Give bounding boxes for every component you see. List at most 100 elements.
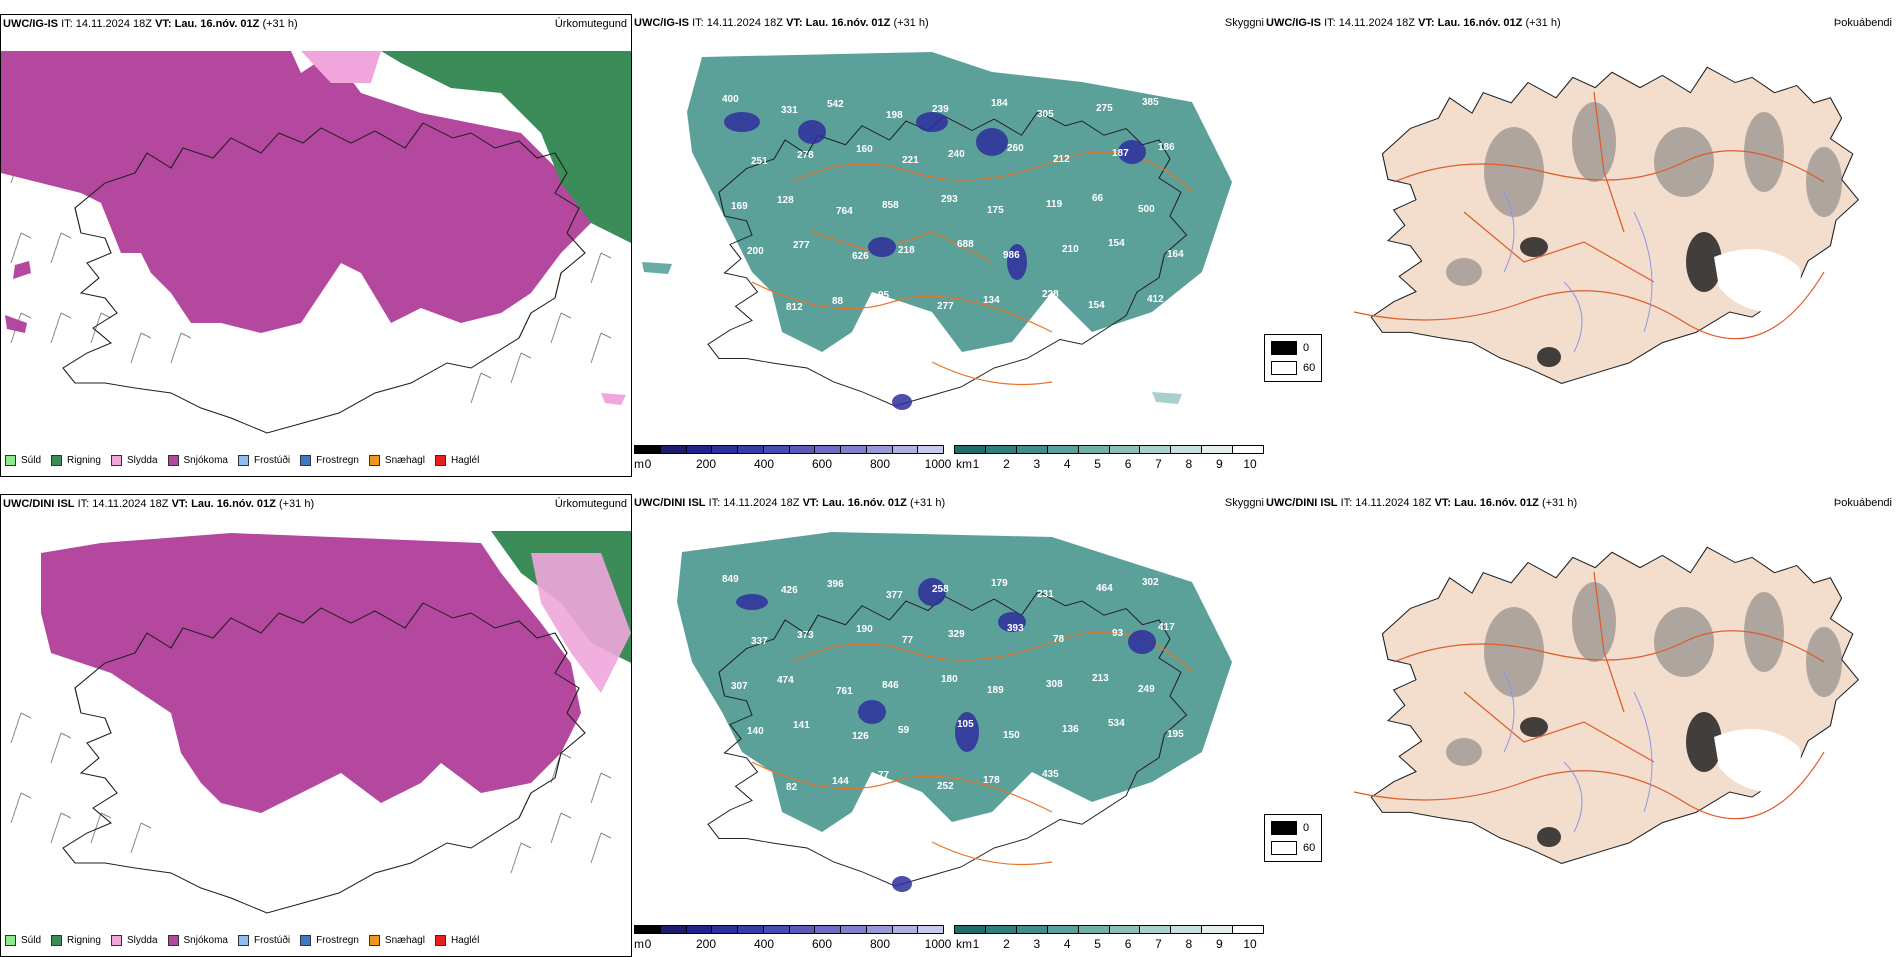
- visibility-panel-row2: UWC/DINI ISL IT: 14.11.2024 18Z VT: Lau.…: [632, 494, 1264, 957]
- cloudbase-label: 278: [797, 150, 814, 161]
- cloudbase-label: 293: [941, 194, 958, 205]
- fog-panel-row2: UWC/DINI ISL IT: 14.11.2024 18Z VT: Lau.…: [1264, 494, 1900, 957]
- cloudbase-label: 221: [902, 155, 919, 166]
- legend-item: Haglél: [434, 934, 479, 946]
- cloudbase-label: 105: [957, 719, 974, 730]
- cloudbase-label: 251: [751, 156, 768, 167]
- cloudbase-label: 849: [722, 574, 739, 585]
- cloudbase-label: 412: [1147, 294, 1164, 305]
- cloudbase-label: 858: [882, 200, 899, 211]
- legend-item: Frostregn: [300, 934, 359, 946]
- legend-item: Rigning: [51, 934, 101, 946]
- panel-header: UWC/DINI ISL IT: 14.11.2024 18Z VT: Lau.…: [3, 498, 627, 510]
- cloudbase-label: 500: [1138, 204, 1155, 215]
- cloudbase-label: 164: [1167, 249, 1184, 260]
- legend-item: Haglél: [434, 454, 479, 466]
- legend-item: Snæhagl: [368, 454, 425, 466]
- cloudbase-colorbar: [634, 445, 944, 454]
- visibility-map: 400 331 542 198 239 184 305 275 385 251 278 160 221 2…: [632, 32, 1264, 437]
- cloudbase-label: 141: [793, 720, 810, 731]
- cloudbase-label: 66: [1092, 193, 1104, 204]
- fog-map: [1264, 32, 1900, 437]
- precip-legend: Súld Rigning Slydda Snjókoma Frostúði Fr…: [5, 932, 479, 948]
- colorbars: m 0 200 400 600 800 1000 km 1 2 3 4 5 6 7 8 9 10: [634, 445, 1264, 475]
- legend-item: Súld: [5, 454, 41, 466]
- cloudbase-label: 435: [1042, 769, 1059, 780]
- cloudbase-label: 150: [1003, 730, 1020, 741]
- panel-header: UWC/IG-IS IT: 14.11.2024 18Z VT: Lau. 16…: [3, 18, 627, 30]
- cloudbase-label: 169: [731, 201, 748, 212]
- fog-map: [1264, 512, 1900, 917]
- cloudbase-label: 77: [878, 770, 890, 781]
- cloudbase-label: 212: [1053, 154, 1070, 165]
- cloudbase-label: 812: [786, 302, 803, 313]
- precip-type-panel-row1: UWC/IG-IS IT: 14.11.2024 18Z VT: Lau. 16…: [0, 14, 632, 477]
- visibility-colorbar: [954, 445, 1264, 454]
- precip-type-map: [1, 33, 631, 438]
- cloudbase-label: 190: [856, 624, 873, 635]
- visibility-panel-row1: UWC/IG-IS IT: 14.11.2024 18Z VT: Lau. 16…: [632, 14, 1264, 477]
- cloudbase-label: 846: [882, 680, 899, 691]
- cloudbase-label: 144: [832, 776, 849, 787]
- cloudbase-label: 82: [786, 782, 798, 793]
- cloudbase-label: 136: [1062, 724, 1079, 735]
- precip-legend: Súld Rigning Slydda Snjókoma Frostúði Fr…: [5, 452, 479, 468]
- cloudbase-label: 426: [781, 585, 798, 596]
- precip-type-panel-row2: UWC/DINI ISL IT: 14.11.2024 18Z VT: Lau.…: [0, 494, 632, 957]
- cloudbase-label: 198: [886, 110, 903, 121]
- cloudbase-label: 95: [878, 290, 890, 301]
- legend-item: Súld: [5, 934, 41, 946]
- cloudbase-label: 180: [941, 674, 958, 685]
- cloudbase-label: 764: [836, 206, 853, 217]
- cloudbase-label: 305: [1037, 109, 1054, 120]
- cloudbase-label: 178: [983, 775, 1000, 786]
- cloudbase-label: 88: [832, 296, 844, 307]
- cloudbase-label: 134: [983, 295, 1000, 306]
- cloudbase-label: 218: [898, 245, 915, 256]
- cloudbase-label: 231: [1037, 589, 1054, 600]
- fog-legend: 0 60: [1264, 334, 1322, 382]
- cloudbase-label: 986: [1003, 250, 1020, 261]
- legend-item: Frostúði: [237, 934, 290, 946]
- cloudbase-label: 29: [727, 771, 739, 782]
- panel-header: UWC/IG-IS IT: 14.11.2024 18Z VT: Lau. 16…: [634, 17, 1264, 29]
- cloudbase-label: 77: [902, 635, 914, 646]
- cloudbase-label: 396: [827, 579, 844, 590]
- cloudbase-label: 385: [1142, 97, 1159, 108]
- cloudbase-label: 337: [751, 636, 768, 647]
- cloudbase-label: 474: [777, 675, 794, 686]
- cloudbase-label: 179: [991, 578, 1008, 589]
- cloudbase-label: 66: [802, 347, 814, 358]
- cloudbase-label: 258: [932, 584, 949, 595]
- legend-item: Frostregn: [300, 454, 359, 466]
- legend-item: Snjókoma: [167, 454, 228, 466]
- cloudbase-label: 393: [1007, 623, 1024, 634]
- cloudbase-label: 78: [1053, 634, 1065, 645]
- cloudbase-label: 277: [793, 240, 810, 251]
- cloudbase-label: 189: [987, 685, 1004, 696]
- legend-item: Rigning: [51, 454, 101, 466]
- cloudbase-label: 373: [797, 630, 814, 641]
- cloudbase-label: 249: [1138, 684, 1155, 695]
- cloudbase-colorbar: [634, 925, 944, 934]
- cloudbase-label: 154: [1108, 238, 1125, 249]
- cloudbase-label: 184: [991, 98, 1008, 109]
- cloudbase-label: 213: [1092, 673, 1109, 684]
- cloudbase-label: 688: [957, 239, 974, 250]
- cloudbase-label: 126: [852, 731, 869, 742]
- cloudbase-label: 626: [852, 251, 869, 262]
- fog-legend: 0 60: [1264, 814, 1322, 862]
- legend-item: Slydda: [110, 934, 158, 946]
- cloudbase-label: 464: [1096, 583, 1113, 594]
- cloudbase-label: 140: [747, 726, 764, 737]
- cloudbase-label: 240: [948, 149, 965, 160]
- cloudbase-label: 195: [1167, 729, 1184, 740]
- cloudbase-label: 186: [1158, 142, 1175, 153]
- fog-panel-row1: UWC/IG-IS IT: 14.11.2024 18Z VT: Lau. 16…: [1264, 14, 1900, 477]
- legend-item: Snæhagl: [368, 934, 425, 946]
- cloudbase-label: 542: [827, 99, 844, 110]
- cloudbase-label: 175: [987, 205, 1004, 216]
- cloudbase-label: 187: [1112, 148, 1129, 159]
- cloudbase-label: 302: [1142, 577, 1159, 588]
- cloudbase-label: 329: [948, 629, 965, 640]
